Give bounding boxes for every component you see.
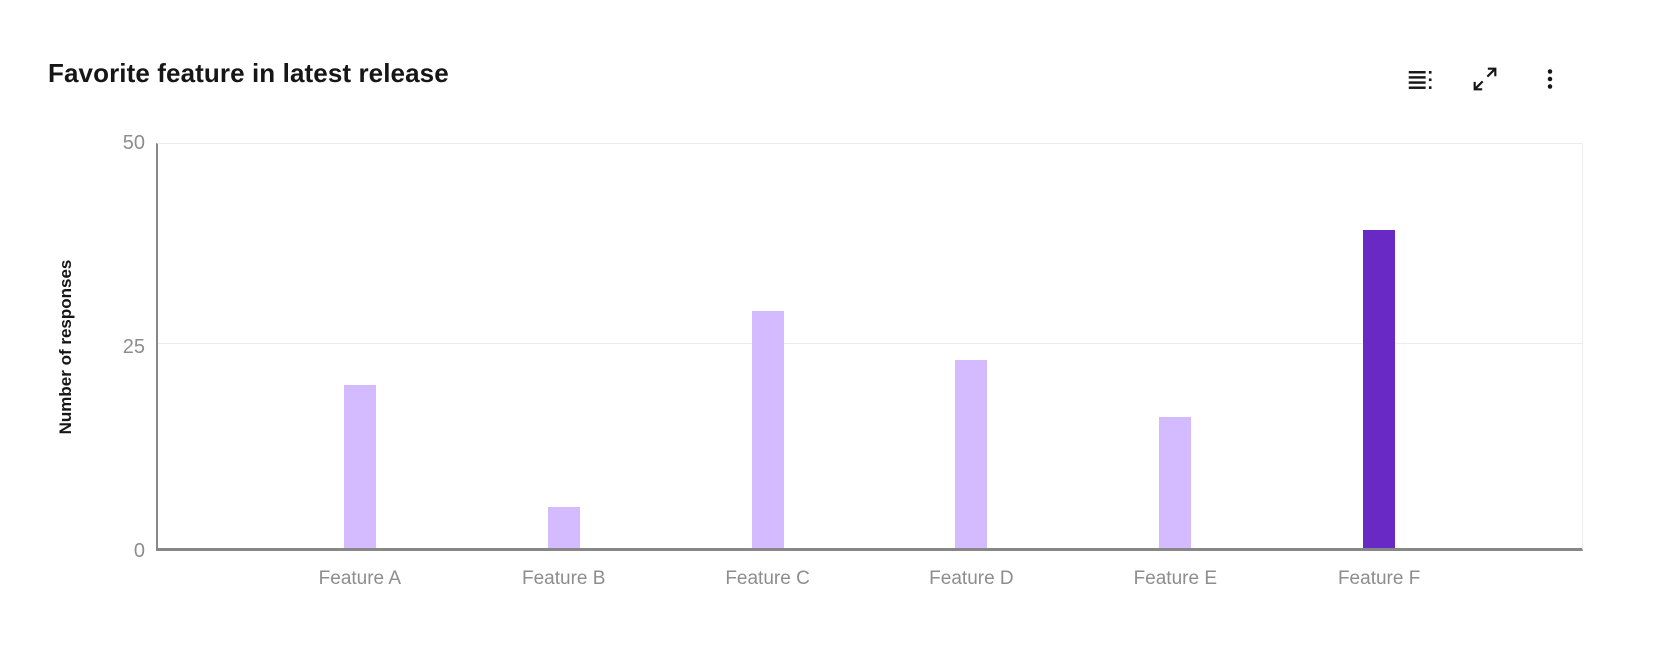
y-tick-label-50: 50 bbox=[122, 132, 145, 154]
x-tick-label-feature-a: Feature A bbox=[318, 568, 402, 589]
overflow-menu-icon bbox=[1535, 64, 1565, 97]
show-data-table-button[interactable] bbox=[1404, 64, 1436, 96]
expand-button[interactable] bbox=[1469, 64, 1501, 96]
plot-area bbox=[156, 143, 1583, 551]
gridline-25 bbox=[158, 343, 1582, 344]
bar-feature-a[interactable] bbox=[343, 384, 376, 548]
chart-title: Favorite feature in latest release bbox=[48, 58, 449, 88]
x-tick-label-feature-b: Feature B bbox=[521, 568, 606, 589]
bar-feature-d[interactable] bbox=[955, 360, 988, 548]
y-tick-label-25: 25 bbox=[122, 336, 145, 358]
bar-feature-b[interactable] bbox=[547, 507, 580, 548]
expand-icon bbox=[1470, 64, 1500, 97]
y-tick-label-0: 0 bbox=[133, 540, 145, 562]
bar-feature-c[interactable] bbox=[751, 311, 784, 548]
bar-feature-f[interactable] bbox=[1363, 229, 1396, 548]
x-tick-label-feature-c: Feature C bbox=[725, 568, 810, 589]
bar-feature-e[interactable] bbox=[1159, 417, 1192, 548]
overflow-menu-button[interactable] bbox=[1534, 64, 1566, 96]
x-tick-label-feature-d: Feature D bbox=[929, 568, 1014, 589]
data-table-icon bbox=[1405, 64, 1435, 97]
x-tick-label-feature-f: Feature F bbox=[1337, 568, 1421, 589]
y-axis-title: Number of responses bbox=[56, 259, 75, 435]
x-tick-label-feature-e: Feature E bbox=[1133, 568, 1217, 589]
chart-toolbar bbox=[1404, 64, 1566, 96]
